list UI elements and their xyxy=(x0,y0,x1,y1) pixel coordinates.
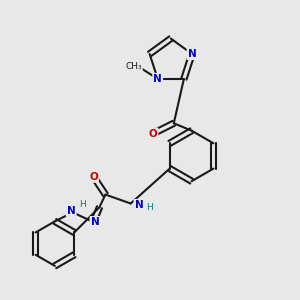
Text: H: H xyxy=(147,203,153,212)
Text: O: O xyxy=(89,172,98,182)
Text: H: H xyxy=(79,200,86,208)
Text: N: N xyxy=(153,74,162,84)
Text: N: N xyxy=(135,200,143,210)
Text: N: N xyxy=(67,206,76,216)
Text: CH₃: CH₃ xyxy=(126,62,142,71)
Text: O: O xyxy=(148,129,157,139)
Text: N: N xyxy=(91,217,99,227)
Text: N: N xyxy=(188,49,196,59)
